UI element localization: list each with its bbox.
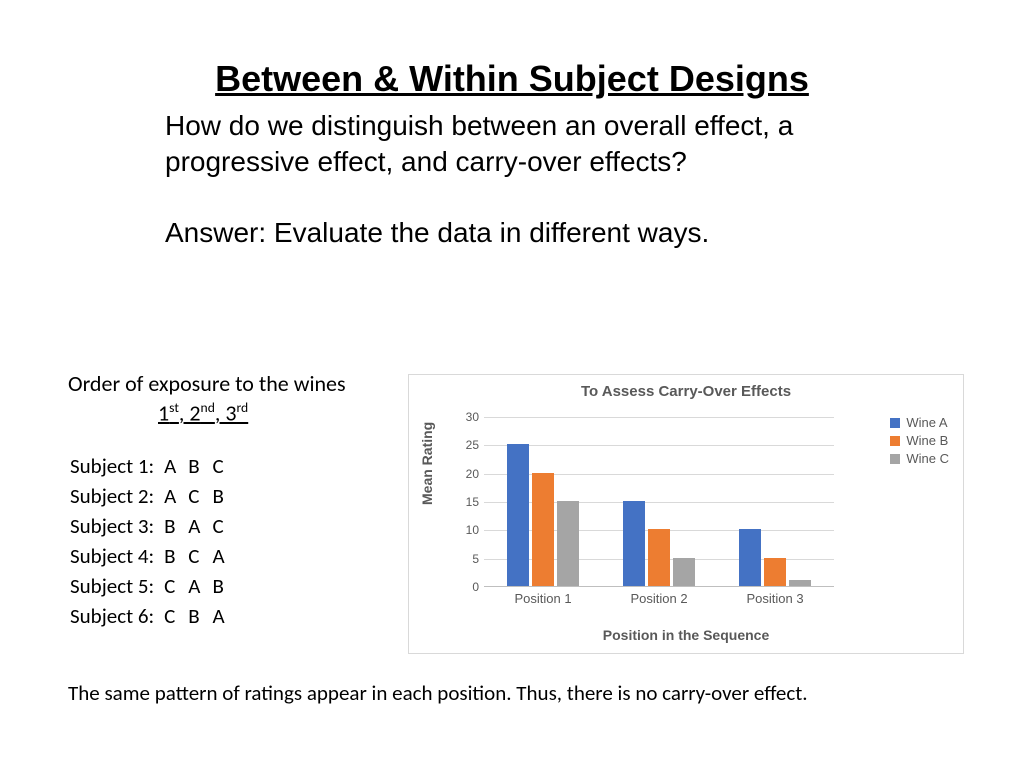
carryover-chart: To Assess Carry-Over Effects Mean Rating… xyxy=(408,374,964,654)
ord-1: 1 xyxy=(158,399,169,426)
question-text: How do we distinguish between an overall… xyxy=(0,108,1024,181)
subject-cell: B xyxy=(164,512,186,540)
legend: Wine A Wine B Wine C xyxy=(890,415,949,469)
bar xyxy=(507,444,529,586)
order-subheading: 1st, 2nd, 3rd xyxy=(158,399,346,426)
subject-label: Subject 4: xyxy=(70,542,162,570)
subject-cell: A xyxy=(164,452,186,480)
ord-2: , 2 xyxy=(179,399,201,426)
subject-cell: A xyxy=(212,542,234,570)
plot-area: 051015202530Position 1Position 2Position… xyxy=(484,417,834,587)
subject-cell: C xyxy=(188,482,210,510)
chart-title: To Assess Carry-Over Effects xyxy=(409,375,963,400)
bar xyxy=(557,501,579,586)
bar xyxy=(764,558,786,586)
ord-1-sup: st xyxy=(169,399,179,416)
subject-cell: A xyxy=(212,602,234,630)
bar xyxy=(532,473,554,586)
y-axis-label: Mean Rating xyxy=(419,422,435,505)
ytick: 15 xyxy=(454,495,479,509)
subject-cell: A xyxy=(164,482,186,510)
subject-cell: C xyxy=(188,542,210,570)
x-category-label: Position 2 xyxy=(630,591,687,606)
legend-label: Wine A xyxy=(906,415,947,430)
ord-2-sup: nd xyxy=(201,399,215,416)
subject-label: Subject 1: xyxy=(70,452,162,480)
subject-cell: B xyxy=(188,452,210,480)
legend-swatch xyxy=(890,436,900,446)
table-row: Subject 4:BCA xyxy=(70,542,235,570)
x-category-label: Position 1 xyxy=(514,591,571,606)
answer-text: Answer: Evaluate the data in different w… xyxy=(0,181,1024,249)
subject-label: Subject 5: xyxy=(70,572,162,600)
ytick: 30 xyxy=(454,410,479,424)
subject-cell: B xyxy=(188,602,210,630)
subjects-table: Subject 1:ABCSubject 2:ACBSubject 3:BACS… xyxy=(68,450,237,632)
legend-swatch xyxy=(890,418,900,428)
table-row: Subject 5:CAB xyxy=(70,572,235,600)
footer-text: The same pattern of ratings appear in ea… xyxy=(68,680,984,706)
x-axis-label: Position in the Sequence xyxy=(409,627,963,643)
subject-cell: B xyxy=(212,482,234,510)
subject-cell: C xyxy=(212,512,234,540)
ytick: 10 xyxy=(454,523,479,537)
table-row: Subject 6:CBA xyxy=(70,602,235,630)
x-category-label: Position 3 xyxy=(746,591,803,606)
subject-label: Subject 6: xyxy=(70,602,162,630)
order-heading: Order of exposure to the wines xyxy=(68,370,346,397)
ord-3-sup: rd xyxy=(236,399,248,416)
legend-label: Wine C xyxy=(906,451,949,466)
subject-cell: B xyxy=(164,542,186,570)
bar xyxy=(623,501,645,586)
legend-item: Wine C xyxy=(890,451,949,466)
legend-item: Wine A xyxy=(890,415,949,430)
subject-cell: C xyxy=(164,572,186,600)
subject-label: Subject 2: xyxy=(70,482,162,510)
legend-item: Wine B xyxy=(890,433,949,448)
ytick: 25 xyxy=(454,438,479,452)
table-row: Subject 3:BAC xyxy=(70,512,235,540)
ytick: 20 xyxy=(454,467,479,481)
ytick: 5 xyxy=(454,552,479,566)
ytick: 0 xyxy=(454,580,479,594)
subject-cell: A xyxy=(188,512,210,540)
subject-cell: C xyxy=(164,602,186,630)
table-row: Subject 2:ACB xyxy=(70,482,235,510)
page-title: Between & Within Subject Designs xyxy=(0,0,1024,108)
bar xyxy=(648,529,670,586)
bar xyxy=(739,529,761,586)
ord-3: , 3 xyxy=(215,399,237,426)
order-block: Order of exposure to the wines 1st, 2nd,… xyxy=(68,370,346,632)
subject-cell: A xyxy=(188,572,210,600)
table-row: Subject 1:ABC xyxy=(70,452,235,480)
bar xyxy=(673,558,695,586)
subject-label: Subject 3: xyxy=(70,512,162,540)
legend-label: Wine B xyxy=(906,433,948,448)
subject-cell: B xyxy=(212,572,234,600)
bar xyxy=(789,580,811,586)
subject-cell: C xyxy=(212,452,234,480)
legend-swatch xyxy=(890,454,900,464)
